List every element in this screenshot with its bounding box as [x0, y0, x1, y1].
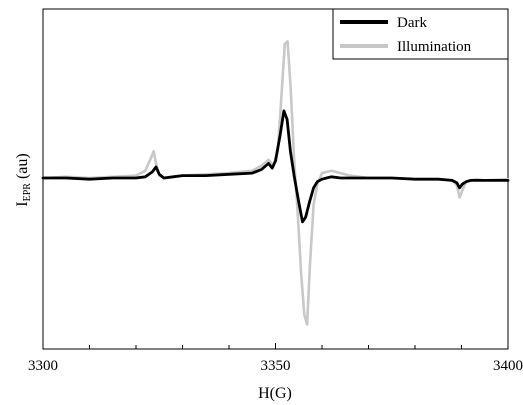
- legend: Dark Illumination: [332, 8, 509, 60]
- legend-label-illumination: Illumination: [397, 39, 472, 55]
- x-tick-label: 3300: [28, 358, 58, 374]
- x-tick-label: 3400: [493, 358, 523, 374]
- series-line-dark: [41, 109, 510, 224]
- y-axis-label-main: I: [14, 201, 31, 206]
- series-layer: [41, 40, 510, 326]
- x-axis-label: H(G): [258, 385, 292, 402]
- x-axis-ticks: 3300 3350 3400: [28, 343, 523, 374]
- legend-box: [332, 8, 509, 60]
- legend-label-dark: Dark: [397, 15, 427, 31]
- x-tick-label: 3350: [261, 358, 291, 374]
- y-axis-label: IEPR (au): [14, 153, 33, 206]
- y-axis-label-suffix: (au): [14, 153, 31, 183]
- y-axis-label-subscript: EPR: [22, 183, 33, 202]
